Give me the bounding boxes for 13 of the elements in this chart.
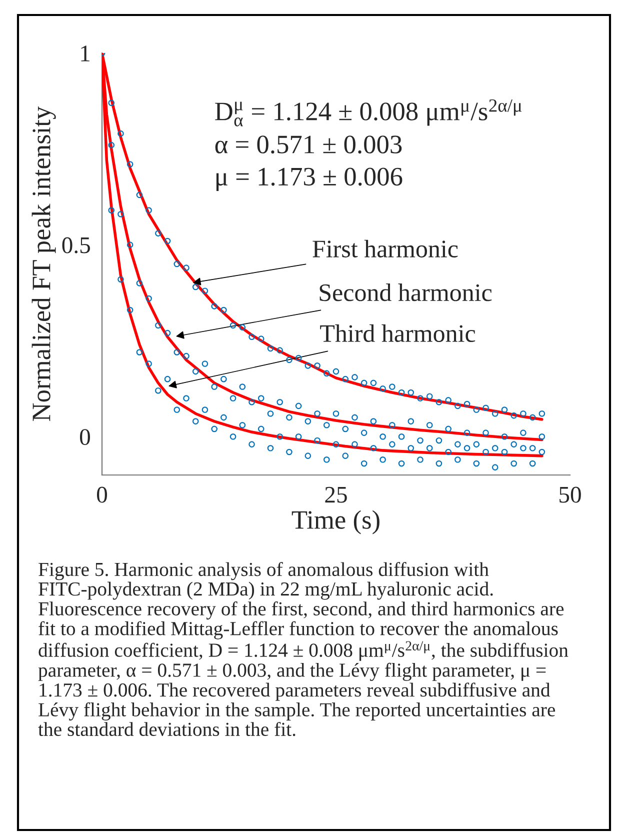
text: Figure 5. Harmonic analysis of anomalous diffusion with FITC-polydextran (2 MDa) in 22 mg/mL hyaluronic acid. Fluorescence recovery of the first, second, and third harmonics are fit to a modified Mittag-Leffler function to recover the anomalous diffusion coefficient, D = 1.124 ± 0.008 μm$^{μ}$/s$^{2α/μ}$, the subdiffusion parameter, α = 0.571 ± 0.003, and the Lévy flight parameter, μ = 1.173 ± 0.006. The recovered parameters reveal subdiffusive and Lévy flight behavior in the sample. The reported uncertainties are the standard deviations in the fit. [38, 562, 568, 736]
annotation: Third harmonic [320, 324, 476, 342]
annotation: First harmonic [312, 240, 458, 258]
x-axis-title: Time (s) [292, 510, 380, 534]
x-tick-label: 50 [560, 486, 581, 503]
text: D$^{μ}$$_{α}$ = 1.124 ± 0.008 μm$^{μ}$/s$^{2α/μ}$ α = 0.571 ± 0.003 μ = 1.173 ± 0.006 [215, 99, 522, 191]
y-tick-label: 0 [80, 429, 90, 446]
x-tick-label: 25 [325, 486, 347, 503]
y-axis-title: Normalized FT peak intensity [32, 106, 56, 421]
y-tick-label: 1 [81, 46, 90, 62]
y-tick-label: 0.5 [62, 237, 90, 254]
annotation: Second harmonic [320, 284, 492, 302]
x-tick-label: 0 [96, 486, 108, 503]
